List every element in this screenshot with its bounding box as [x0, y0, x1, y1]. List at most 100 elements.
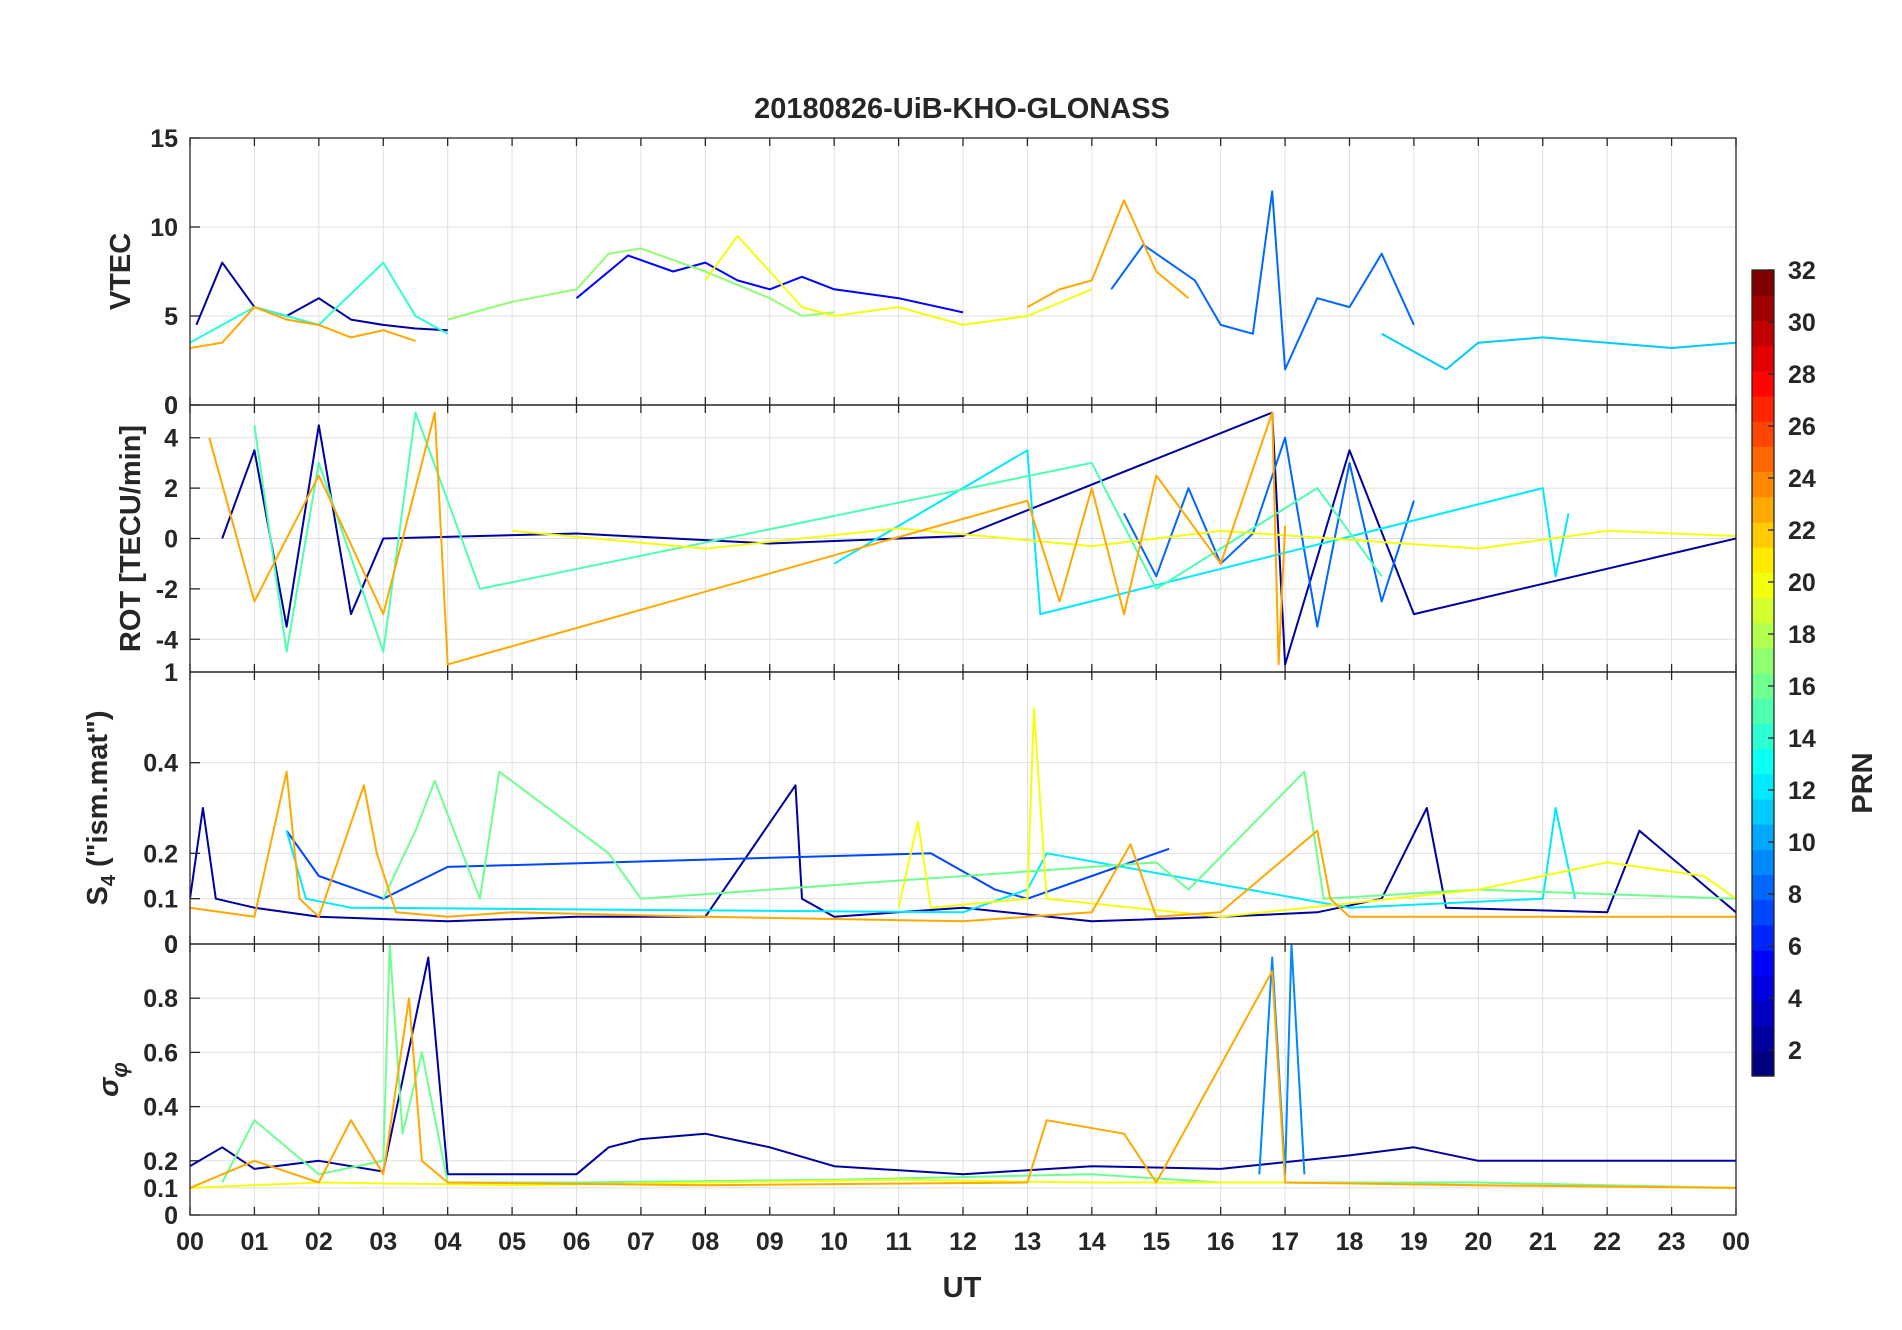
x-tick-label: 05	[498, 1228, 526, 1256]
x-tick-label: 07	[627, 1228, 655, 1256]
y-tick-label: 0.1	[143, 1175, 178, 1203]
x-tick-label: 23	[1658, 1228, 1686, 1256]
y-tick-label: 0.8	[143, 985, 178, 1013]
x-tick-label: 19	[1400, 1228, 1428, 1256]
series-prn-15	[253, 411, 1383, 653]
y-tick-label: 4	[164, 425, 178, 453]
colorbar-tick-label: 2	[1788, 1037, 1802, 1065]
colorbar-segment-5	[1752, 950, 1774, 976]
series-prn-5	[575, 254, 964, 314]
panel-s4: 0.1 0.2 0.4 1 0 S4 ("ism.mat")	[82, 659, 1737, 959]
y-tick-label: 15	[150, 125, 178, 153]
series-prn-23	[190, 970, 1736, 1189]
colorbar-segment-31	[1752, 295, 1774, 321]
x-tick-label: 20	[1464, 1228, 1492, 1256]
colorbar-segment-25	[1752, 446, 1774, 473]
series-prn-23	[190, 770, 1736, 923]
series-group	[190, 190, 1736, 371]
panel-rot: -4 -2 0 2 4 0 ROT [TECU/min]	[115, 392, 1737, 673]
series-prn-23	[190, 306, 416, 349]
colorbar-tick-label: 12	[1788, 777, 1816, 805]
y-axis-label-subscript: φ	[107, 1062, 132, 1077]
x-tick-label: 22	[1593, 1228, 1621, 1256]
panel-vtec: 0 5 10 15 VTEC	[105, 125, 1737, 420]
colorbar-segment-10	[1752, 824, 1774, 850]
colorbar-tick-label: 4	[1788, 985, 1802, 1013]
x-tick-label: 13	[1014, 1228, 1042, 1256]
y-axis-label: VTEC	[105, 233, 137, 310]
series-prn-17	[447, 247, 835, 321]
colorbar-segment-19	[1752, 597, 1774, 624]
series-group	[190, 707, 1736, 923]
series-prn-20	[512, 527, 1736, 550]
colorbar-segment-7	[1752, 899, 1774, 926]
colorbar-tick-label: 32	[1788, 257, 1816, 285]
series-prn-2	[195, 261, 448, 332]
colorbar-segment-9	[1752, 849, 1774, 876]
x-tick-label: 17	[1271, 1228, 1299, 1256]
colorbar-tick-label: 20	[1788, 569, 1816, 597]
y-tick-label: 0.4	[143, 1094, 178, 1122]
series-prn-23	[1026, 199, 1190, 308]
series-prn-12	[833, 449, 1570, 616]
colorbar-tick-label: 24	[1788, 465, 1816, 493]
y-tick-label: 2	[164, 475, 178, 503]
x-tick-label: 15	[1142, 1228, 1170, 1256]
colorbar-tick-label: 30	[1788, 309, 1816, 337]
figure-title: 20180826-UiB-KHO-GLONASS	[754, 93, 1170, 125]
colorbar-tick-label: 22	[1788, 517, 1816, 545]
y-tick-label: 0.1	[143, 886, 178, 914]
series-prn-16	[221, 944, 1736, 1189]
series-prn-20	[897, 707, 1736, 918]
y-tick-label: 0	[164, 1202, 178, 1230]
colorbar-tick-label: 10	[1788, 829, 1816, 857]
x-tick-label: 12	[949, 1228, 977, 1256]
y-tick-label: 0	[164, 526, 178, 554]
series-group	[190, 944, 1736, 1189]
colorbar-segment-16	[1752, 673, 1774, 699]
x-tick-label: 11	[885, 1228, 912, 1256]
y-tick-label: 0.2	[143, 840, 178, 868]
colorbar-segment-27	[1752, 395, 1774, 422]
x-tick-label: 03	[369, 1228, 397, 1256]
colorbar-frame	[1751, 269, 1775, 1077]
y-axis-label-rest: ("ism.mat")	[82, 711, 114, 875]
colorbar-segment-24	[1752, 471, 1774, 498]
y-axis-label: ROT [TECU/min]	[115, 425, 147, 652]
x-tick-label: 14	[1078, 1228, 1106, 1256]
x-tick-label: 10	[820, 1228, 848, 1256]
colorbar-segment-29	[1752, 345, 1774, 372]
colorbar-segment-30	[1752, 320, 1774, 347]
colorbar-segment-4	[1752, 975, 1774, 1002]
y-tick-label: -4	[156, 626, 178, 654]
colorbar-tick-label: 8	[1788, 881, 1802, 909]
colorbar-segment-8	[1752, 874, 1774, 901]
colorbar-segment-1	[1752, 1050, 1774, 1077]
colorbar-segment-12	[1752, 773, 1774, 800]
colorbar-segment-11	[1752, 798, 1774, 825]
colorbar-segment-14	[1752, 723, 1774, 750]
colorbar-segment-32	[1752, 270, 1774, 296]
x-tick-label: 08	[691, 1228, 719, 1256]
series-prn-2	[190, 784, 1736, 923]
colorbar-segment-21	[1752, 547, 1774, 573]
panel-frame	[189, 943, 1737, 1216]
y-top-label: 0	[164, 931, 178, 959]
y-tick-label: 0.4	[143, 750, 178, 778]
x-tick-label: 18	[1336, 1228, 1364, 1256]
colorbar-tick-label: 16	[1788, 673, 1816, 701]
y-top-label: 1	[164, 659, 178, 687]
series-prn-11	[1381, 332, 1736, 371]
series-prn-16	[382, 770, 1736, 900]
colorbar-segment-18	[1752, 622, 1774, 649]
x-tick-label: 00	[1722, 1228, 1750, 1256]
y-axis-label-main: σ	[93, 1076, 125, 1097]
y-axis-label: σφ	[93, 1062, 132, 1097]
y-bottom-label: 0	[164, 931, 178, 959]
x-tick-label: 06	[563, 1228, 591, 1256]
y-tick-label: -2	[156, 576, 178, 604]
x-tick-label: 21	[1529, 1228, 1557, 1256]
